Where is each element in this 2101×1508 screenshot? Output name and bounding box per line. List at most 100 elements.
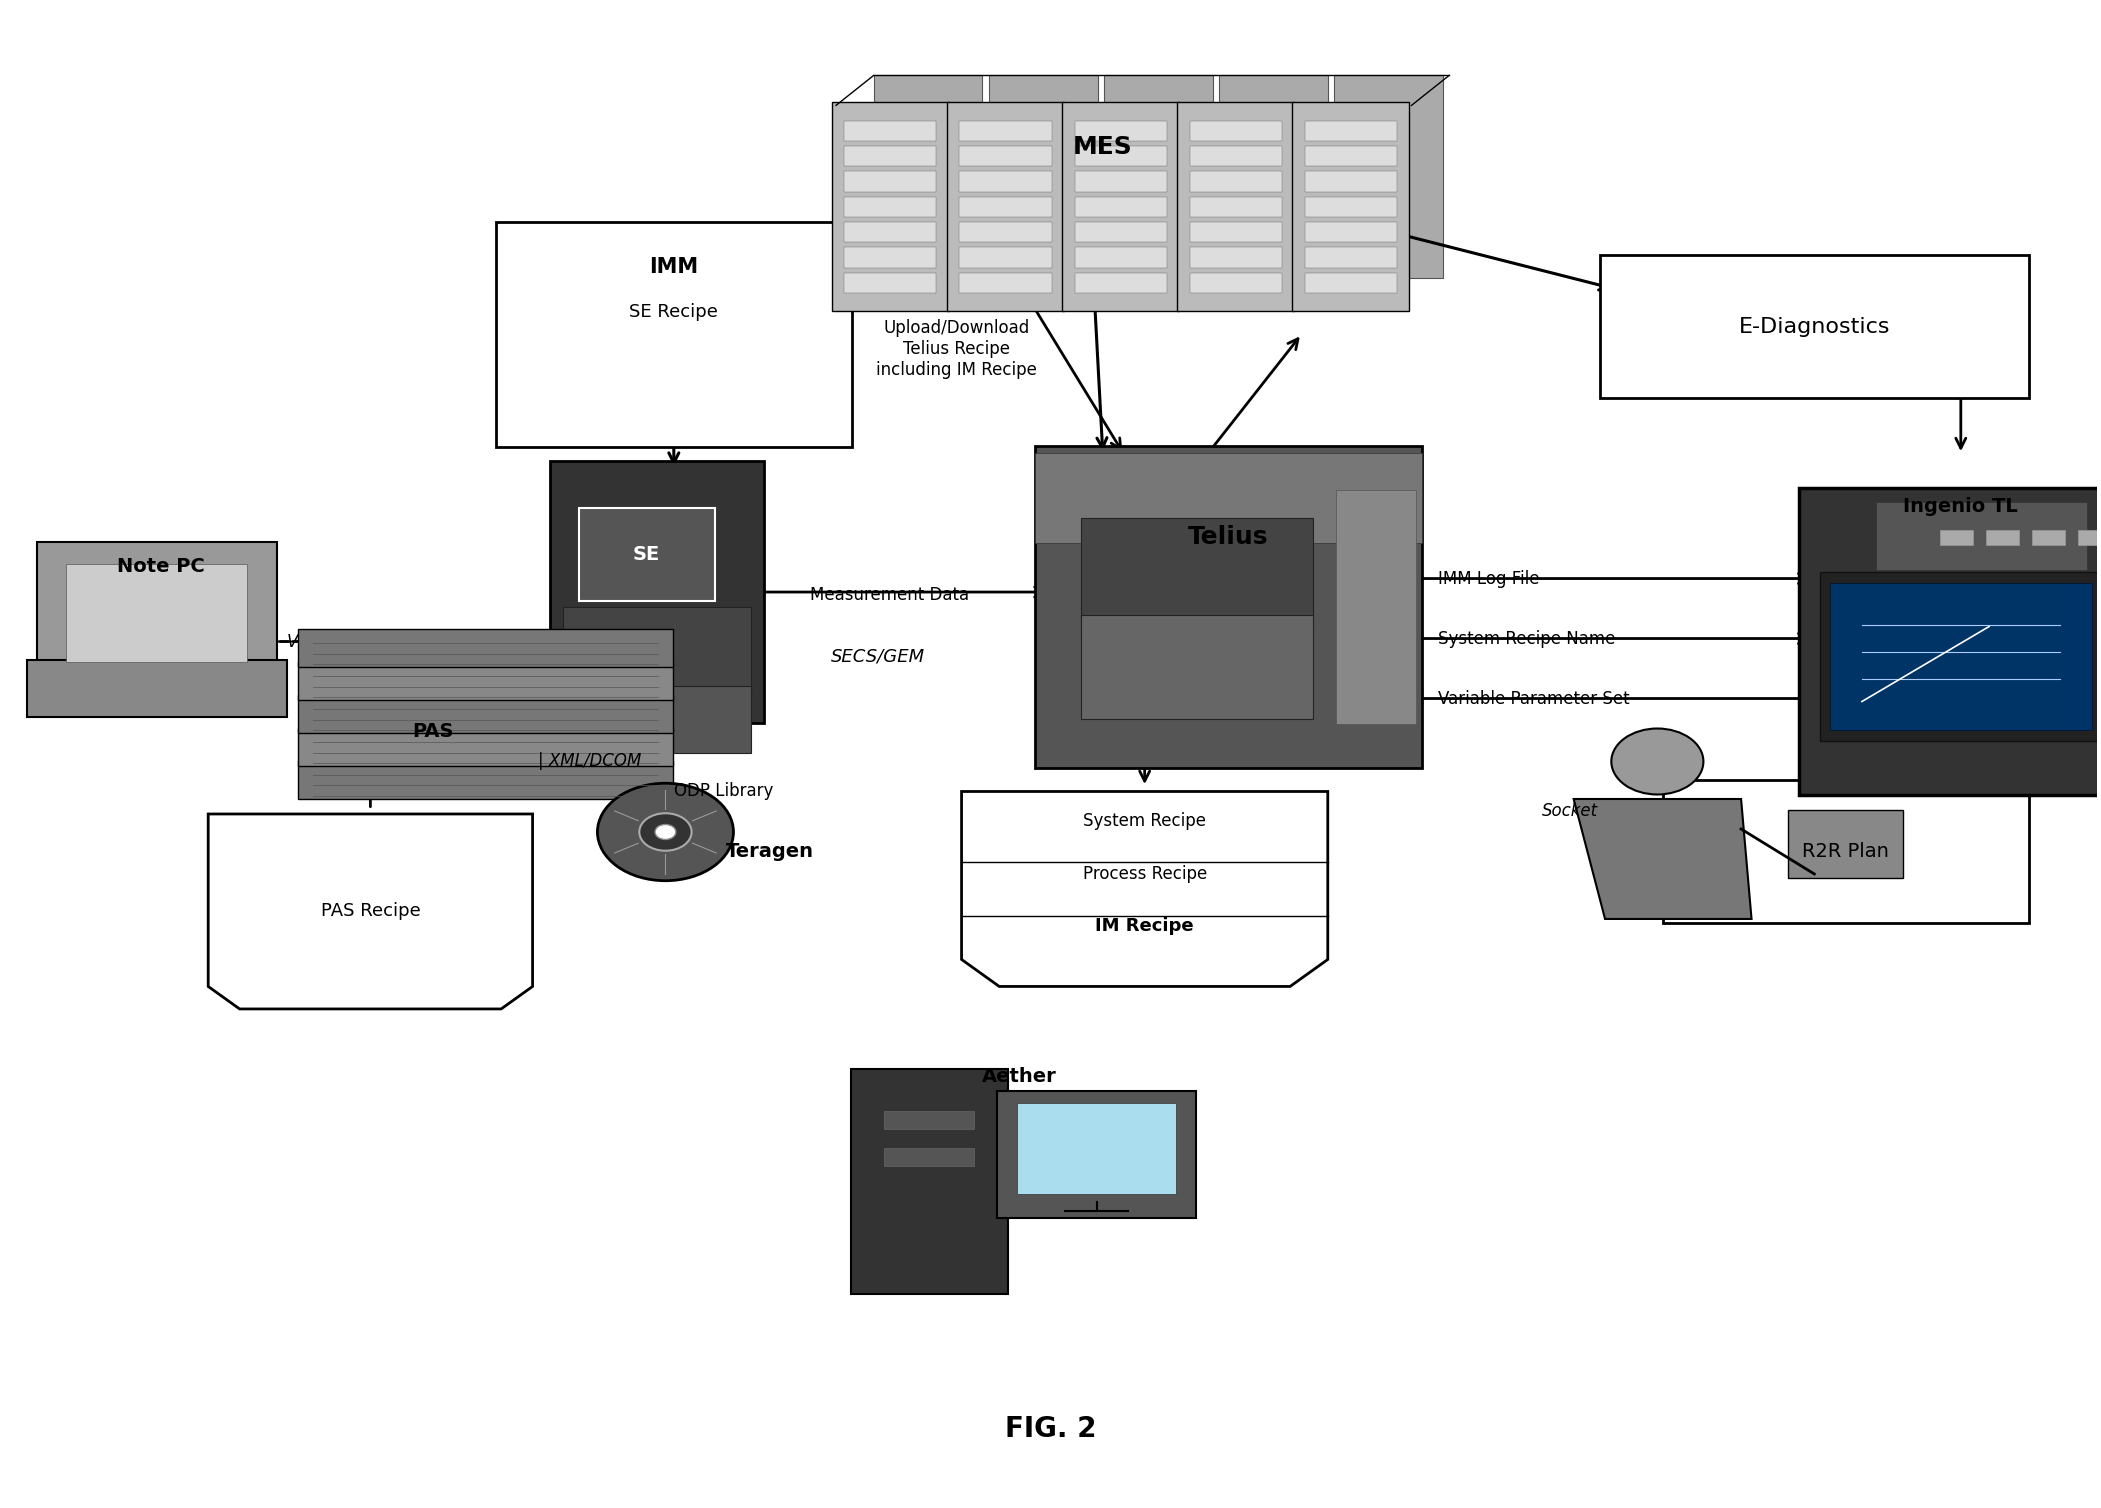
FancyBboxPatch shape xyxy=(1017,1104,1177,1194)
FancyBboxPatch shape xyxy=(1177,103,1294,311)
FancyBboxPatch shape xyxy=(1036,446,1422,768)
Bar xyxy=(1074,196,1166,217)
Bar xyxy=(1334,75,1443,277)
Text: IMM: IMM xyxy=(649,256,698,276)
FancyBboxPatch shape xyxy=(948,103,1063,311)
Bar xyxy=(885,1111,975,1129)
Text: SE: SE xyxy=(632,544,660,564)
Bar xyxy=(845,146,937,166)
Bar xyxy=(885,1149,975,1166)
Bar xyxy=(1305,247,1397,267)
Text: Note PC: Note PC xyxy=(118,556,206,576)
Bar xyxy=(1189,196,1282,217)
Bar xyxy=(1074,146,1166,166)
FancyBboxPatch shape xyxy=(298,695,672,733)
PathPatch shape xyxy=(208,814,532,1009)
Text: Upload/Download
Telius Recipe
including IM Recipe: Upload/Download Telius Recipe including … xyxy=(876,320,1036,379)
Text: IM Recipe: IM Recipe xyxy=(1095,917,1193,935)
FancyBboxPatch shape xyxy=(578,508,714,602)
Ellipse shape xyxy=(656,825,677,840)
Bar xyxy=(1305,196,1397,217)
Bar xyxy=(1305,222,1397,243)
FancyBboxPatch shape xyxy=(1798,487,2101,795)
Bar xyxy=(1074,121,1166,142)
Bar xyxy=(1189,222,1282,243)
Bar xyxy=(960,121,1050,142)
FancyBboxPatch shape xyxy=(851,1069,1008,1294)
Bar xyxy=(1189,247,1282,267)
FancyBboxPatch shape xyxy=(1788,810,1904,878)
Text: PAS: PAS xyxy=(412,722,454,740)
FancyBboxPatch shape xyxy=(1830,584,2093,730)
Bar xyxy=(960,146,1050,166)
Bar xyxy=(1985,529,2019,544)
FancyBboxPatch shape xyxy=(563,608,750,697)
Text: Ingenio TL: Ingenio TL xyxy=(1904,498,2019,516)
Text: Measurement Data: Measurement Data xyxy=(809,587,969,605)
Text: Socket: Socket xyxy=(1542,802,1599,820)
FancyBboxPatch shape xyxy=(298,662,672,700)
Text: SECS/GEM: SECS/GEM xyxy=(830,647,924,665)
Bar xyxy=(1103,75,1212,277)
Bar xyxy=(1074,172,1166,192)
FancyBboxPatch shape xyxy=(563,686,750,754)
Bar xyxy=(1074,247,1166,267)
FancyBboxPatch shape xyxy=(1082,615,1313,719)
Text: System Recipe Name: System Recipe Name xyxy=(1437,629,1616,647)
Bar xyxy=(845,222,937,243)
Ellipse shape xyxy=(597,783,733,881)
Text: Telius: Telius xyxy=(1189,525,1269,549)
FancyBboxPatch shape xyxy=(1599,255,2030,398)
FancyBboxPatch shape xyxy=(298,629,672,667)
Bar xyxy=(960,172,1050,192)
FancyBboxPatch shape xyxy=(1036,454,1422,543)
Text: E-Diagnostics: E-Diagnostics xyxy=(1738,317,1891,336)
Text: VNC line: VNC line xyxy=(286,632,357,650)
Bar xyxy=(845,172,937,192)
FancyBboxPatch shape xyxy=(1336,490,1416,724)
FancyBboxPatch shape xyxy=(1819,572,2101,740)
Text: Aether: Aether xyxy=(981,1068,1057,1086)
FancyBboxPatch shape xyxy=(1876,502,2088,570)
Text: PAS Recipe: PAS Recipe xyxy=(321,902,420,920)
Text: SE Recipe: SE Recipe xyxy=(630,303,719,321)
Bar xyxy=(874,75,983,277)
Bar xyxy=(1305,146,1397,166)
PathPatch shape xyxy=(962,792,1328,986)
FancyBboxPatch shape xyxy=(1292,103,1410,311)
Bar xyxy=(845,273,937,293)
Text: Teragen: Teragen xyxy=(727,841,813,861)
Bar xyxy=(1305,121,1397,142)
Bar xyxy=(1939,529,1973,544)
Bar xyxy=(2078,529,2101,544)
Text: System Recipe: System Recipe xyxy=(1084,813,1206,831)
Bar xyxy=(1189,172,1282,192)
Bar xyxy=(845,247,937,267)
Polygon shape xyxy=(1574,799,1752,918)
Bar xyxy=(1074,273,1166,293)
Bar xyxy=(960,196,1050,217)
FancyBboxPatch shape xyxy=(496,222,851,446)
Bar xyxy=(845,121,937,142)
Bar xyxy=(1074,222,1166,243)
FancyBboxPatch shape xyxy=(298,762,672,799)
Bar xyxy=(1189,273,1282,293)
Bar xyxy=(960,222,1050,243)
FancyBboxPatch shape xyxy=(1082,519,1313,636)
Bar xyxy=(990,75,1097,277)
Text: | XML/DCOM: | XML/DCOM xyxy=(538,752,641,771)
FancyBboxPatch shape xyxy=(998,1090,1195,1218)
Bar xyxy=(1219,75,1328,277)
Text: FIG. 2: FIG. 2 xyxy=(1004,1415,1097,1443)
Text: R2R Plan: R2R Plan xyxy=(1803,841,1889,861)
Bar xyxy=(1189,121,1282,142)
Bar xyxy=(845,196,937,217)
Bar xyxy=(2032,529,2065,544)
FancyBboxPatch shape xyxy=(67,564,248,662)
Text: ODP Library: ODP Library xyxy=(674,783,773,801)
Circle shape xyxy=(1611,728,1704,795)
FancyBboxPatch shape xyxy=(298,728,672,766)
Text: Process Recipe: Process Recipe xyxy=(1082,866,1206,884)
Text: MES: MES xyxy=(1074,134,1132,158)
Ellipse shape xyxy=(639,813,691,851)
